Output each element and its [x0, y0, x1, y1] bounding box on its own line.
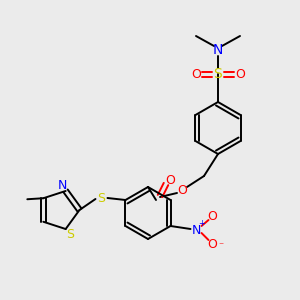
Text: O: O [235, 68, 245, 80]
Text: N: N [213, 43, 223, 57]
Text: S: S [214, 67, 222, 81]
Text: ⁻: ⁻ [218, 241, 223, 251]
Text: +: + [198, 220, 205, 229]
Text: N: N [192, 224, 201, 236]
Text: O: O [177, 184, 187, 196]
Text: O: O [191, 68, 201, 80]
Text: O: O [208, 238, 218, 250]
Text: N: N [58, 179, 68, 193]
Text: O: O [208, 209, 218, 223]
Text: S: S [66, 227, 74, 241]
Text: S: S [98, 191, 106, 205]
Text: O: O [165, 173, 175, 187]
